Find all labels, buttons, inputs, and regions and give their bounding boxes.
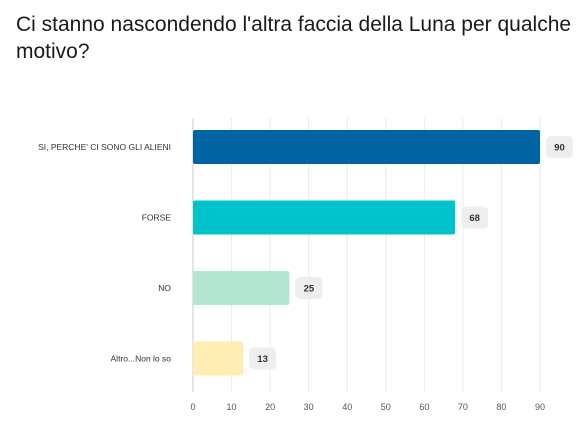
value-label: 90 (554, 143, 565, 154)
value-label-badge (546, 136, 573, 158)
x-tick-label: 10 (227, 402, 237, 412)
category-label: NO (158, 283, 171, 293)
value-label-badge (461, 206, 489, 229)
value-label: 13 (257, 354, 268, 365)
value-label-badge (295, 277, 323, 299)
value-label: 68 (469, 213, 480, 224)
x-tick-label: 50 (381, 402, 391, 412)
value-label: 25 (304, 284, 315, 295)
bar (193, 341, 244, 376)
x-tick-label: 40 (342, 402, 352, 412)
x-tick-label: 60 (419, 402, 429, 412)
x-tick-label: 70 (458, 402, 468, 412)
x-tick-label: 90 (535, 402, 545, 412)
chart-title: Ci stanno nascondendo l'altra faccia del… (16, 13, 572, 63)
bar (193, 271, 290, 305)
category-label: FORSE (142, 213, 172, 223)
x-tick-label: 0 (190, 402, 195, 412)
x-tick-label: 80 (496, 402, 506, 412)
x-tick-label: 20 (265, 402, 275, 412)
bar (193, 200, 456, 235)
category-label: Altro...Non lo so (111, 354, 172, 364)
category-label: SI, PERCHE' CI SONO GLI ALIENI (38, 142, 171, 152)
value-label-badge (249, 347, 277, 370)
x-tick-label: 30 (304, 402, 314, 412)
bar (193, 130, 540, 164)
